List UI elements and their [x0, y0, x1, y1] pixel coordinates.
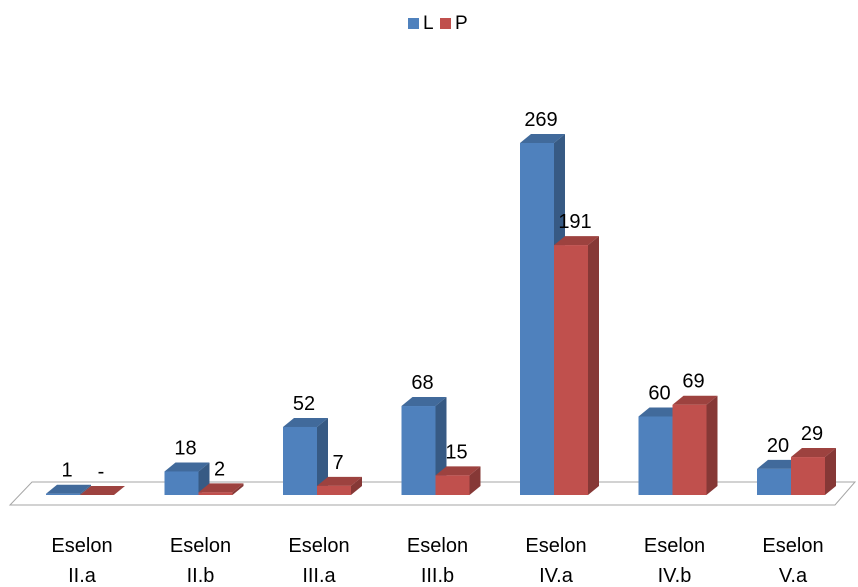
bar-top-l-2	[283, 417, 328, 427]
bar-front-p-5	[672, 404, 707, 495]
bar-front-l-6	[757, 468, 791, 495]
bar-l-2	[283, 417, 328, 495]
bar-side-p-4	[588, 236, 599, 496]
value-label-l-4: 269	[524, 109, 557, 131]
bar-front-p-1	[198, 492, 233, 495]
legend-swatch-p	[440, 18, 451, 29]
bar-front-l-1	[164, 471, 199, 495]
bar-side-l-2	[317, 417, 328, 495]
value-label-p-5: 69	[682, 371, 704, 393]
category-label-1: Eselon II.b	[170, 535, 231, 587]
bar-top-l-1	[164, 462, 210, 472]
bar-top-p-6	[791, 448, 836, 458]
bar-top-p-5	[672, 395, 718, 405]
value-label-p-0: -	[98, 461, 105, 483]
value-label-l-2: 52	[293, 393, 315, 415]
bar-p-5	[672, 395, 718, 495]
bar-top-p-4	[554, 236, 599, 246]
bar-l-4	[520, 134, 565, 495]
value-labels: 1 - 18 2 52 7 68 15 269 191 60 69 20 29	[61, 109, 823, 483]
category-labels: Eselon II.a Eselon II.b Eselon III.a Eselon III…	[51, 535, 823, 587]
legend-label-p: P	[455, 13, 468, 34]
category-label-6: Eselon V.a	[762, 535, 823, 587]
bar-top-l-4	[520, 134, 565, 143]
bar-p-0	[80, 486, 125, 495]
value-label-p-6: 29	[801, 423, 823, 445]
value-label-p-3: 15	[445, 441, 467, 463]
bar-side-p-2	[351, 476, 362, 495]
bar-front-l-4	[520, 143, 554, 495]
bar-side-p-6	[825, 448, 836, 495]
value-label-p-1: 2	[214, 458, 225, 480]
category-label-0: Eselon II.a	[51, 535, 112, 587]
bar-front-p-2	[317, 485, 351, 495]
bar-side-p-1	[232, 483, 244, 495]
bar-front-l-3	[401, 406, 436, 495]
bars	[46, 134, 836, 496]
bar-side-p-5	[706, 395, 718, 495]
bar-p-3	[435, 466, 481, 495]
category-label-5: Eselon IV.b	[644, 535, 705, 587]
value-label-l-5: 60	[648, 382, 670, 404]
value-label-l-0: 1	[61, 460, 72, 482]
bar-front-l-0	[46, 493, 80, 495]
category-label-2: Eselon III.a	[288, 535, 349, 587]
legend-swatch-l	[408, 18, 419, 29]
legend-label-l: L	[423, 13, 434, 34]
bar-side-p-3	[469, 466, 481, 495]
category-label-3: Eselon III.b	[407, 535, 468, 587]
value-label-l-6: 20	[767, 435, 789, 457]
bar-top-l-0	[46, 484, 91, 494]
bar-top-p-0	[80, 486, 125, 495]
bar-top-l-6	[757, 459, 802, 469]
value-label-p-4: 191	[558, 211, 591, 233]
bar-p-1	[198, 483, 244, 495]
bar-top-p-1	[198, 483, 244, 493]
value-label-p-2: 7	[332, 452, 343, 474]
bar-side-l-0	[80, 484, 91, 495]
bar-front-l-2	[283, 426, 317, 495]
bar-p-6	[791, 448, 836, 495]
bar-top-p-2	[317, 476, 362, 486]
bar-front-p-6	[791, 457, 825, 495]
bar-front-l-5	[638, 416, 673, 495]
bar-top-p-3	[435, 466, 481, 476]
bar-l-0	[46, 484, 91, 495]
bar-front-p-3	[435, 475, 470, 495]
bar-front-p-4	[554, 245, 588, 495]
bar-top-l-5	[638, 407, 684, 417]
bar-top-l-3	[401, 397, 447, 407]
bar-p-4	[554, 236, 599, 496]
category-label-4: Eselon IV.a	[525, 535, 586, 587]
bar-p-2	[317, 476, 362, 495]
value-label-l-1: 18	[174, 437, 196, 459]
value-label-l-3: 68	[411, 372, 433, 394]
